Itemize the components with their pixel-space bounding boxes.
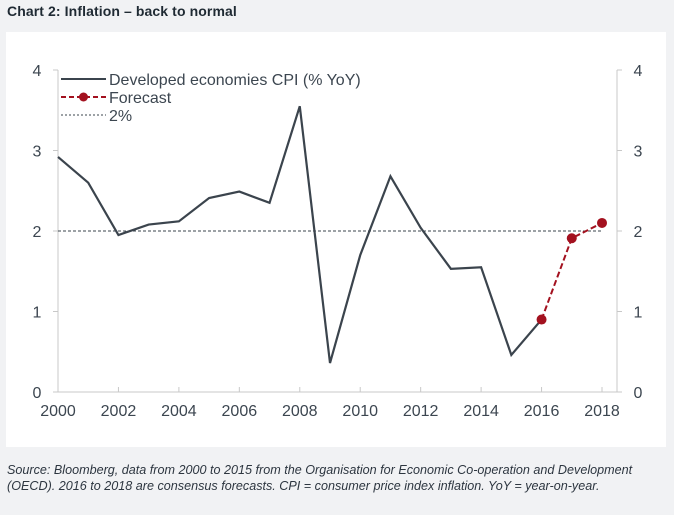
y-tick-label-right: 1 [634,305,643,322]
x-tick-label: 2008 [282,403,318,420]
y-tick-label-right: 3 [634,144,643,161]
line-chart: 0 0 1 1 2 2 3 3 4 4 2000 2002 2004 2006 2008 2010 2012 20… [33,63,643,420]
y-tick-label-left: 3 [33,144,42,161]
legend-label-forecast: Forecast [109,90,172,107]
data-point-forecast [566,233,577,244]
data-point-forecast [597,217,607,228]
y-tick-label-left: 4 [33,63,42,80]
x-tick-label: 2018 [584,403,620,420]
legend-label-2pct: 2% [109,108,132,125]
legend-marker-forecast [79,92,88,102]
x-tick-label: 2010 [342,403,378,420]
x-tick-label: 2004 [161,403,197,420]
x-tick-label: 2012 [403,403,439,420]
chart-title: Chart 2: Inflation – back to normal [7,3,237,19]
x-tick-label: 2006 [222,403,258,420]
x-tick-label: 2016 [524,403,560,420]
x-tick-label: 2000 [40,403,76,420]
source-note: Source: Bloomberg, data from 2000 to 201… [7,463,633,493]
y-tick-label-left: 1 [33,305,42,322]
x-tick-label: 2002 [101,403,137,420]
y-tick-label-right: 2 [634,224,643,241]
y-tick-label-right: 0 [634,385,643,402]
legend: Developed economies CPI (% YoY) Forecast… [61,72,361,125]
data-point-forecast [536,314,547,325]
y-tick-label-left: 2 [33,224,42,241]
series-group [57,105,607,364]
chart-card: 0 0 1 1 2 2 3 3 4 4 2000 2002 2004 2006 2008 2010 2012 20… [6,32,666,447]
legend-label-cpi: Developed economies CPI (% YoY) [109,72,361,89]
y-tick-label-right: 4 [634,63,643,80]
ticks: 0 0 1 1 2 2 3 3 4 4 2000 2002 2004 2006 2008 2010 2012 20… [33,63,643,420]
series-line-cpi [57,105,543,364]
y-tick-label-left: 0 [33,385,42,402]
x-tick-label: 2014 [463,403,499,420]
